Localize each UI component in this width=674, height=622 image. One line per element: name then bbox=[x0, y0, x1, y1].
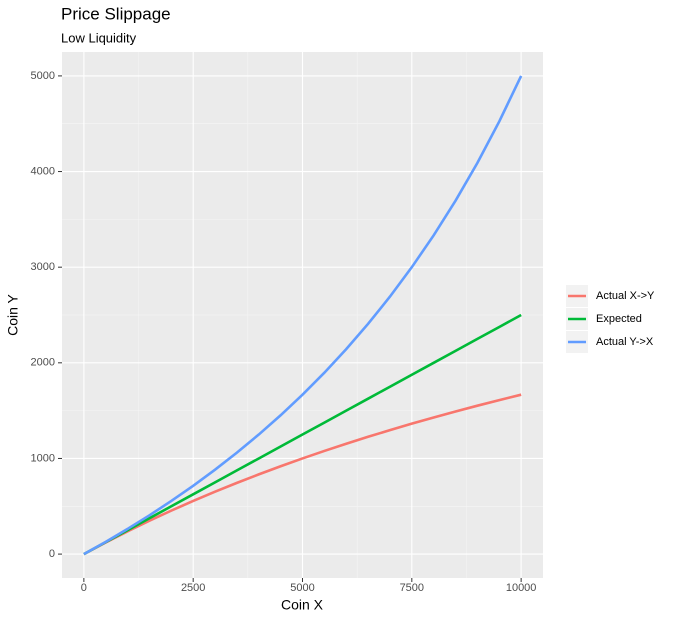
x-tick-label: 7500 bbox=[400, 582, 424, 594]
legend-label: Actual X->Y bbox=[596, 290, 655, 302]
legend-label: Expected bbox=[596, 313, 642, 325]
series-line bbox=[83, 313, 522, 556]
y-axis-label: Coin Y bbox=[5, 293, 21, 335]
series-line bbox=[83, 393, 522, 556]
chart-title: Price Slippage bbox=[61, 4, 171, 23]
y-tick-label: 5000 bbox=[31, 70, 55, 82]
chart-subtitle: Low Liquidity bbox=[61, 30, 137, 45]
y-tick-label: 3000 bbox=[31, 261, 55, 273]
y-tick-label: 0 bbox=[49, 548, 55, 560]
legend: Actual X->Y Expected Actual Y->X bbox=[566, 275, 666, 355]
y-tick-label: 1000 bbox=[31, 452, 55, 464]
grid bbox=[62, 52, 543, 578]
x-tick-label: 2500 bbox=[181, 582, 205, 594]
x-tick-label: 0 bbox=[81, 582, 87, 594]
x-axis-label: Coin X bbox=[281, 597, 324, 613]
x-tick-label: 10000 bbox=[506, 582, 537, 594]
y-tick-label: 2000 bbox=[31, 357, 55, 369]
legend-label: Actual Y->X bbox=[596, 336, 654, 348]
x-tick-label: 5000 bbox=[290, 582, 314, 594]
y-tick-label: 4000 bbox=[31, 165, 55, 177]
lines bbox=[83, 75, 523, 556]
series-line bbox=[83, 75, 523, 556]
